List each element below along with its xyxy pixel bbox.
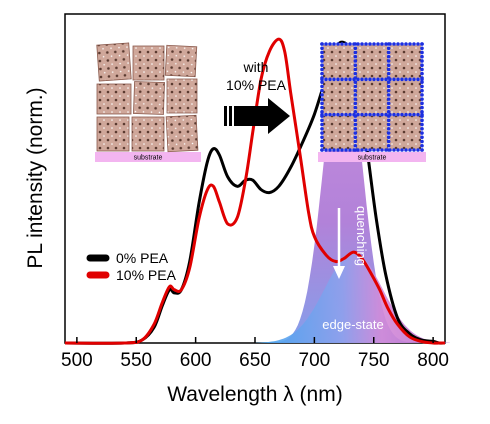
legend-label-0pea: 0% PEA bbox=[116, 250, 169, 266]
x-tick-label-750: 750 bbox=[358, 350, 390, 371]
nanocrystal-grains-left bbox=[96, 42, 199, 153]
edge-state-fill bbox=[255, 252, 450, 343]
legend-label-10pea: 10% PEA bbox=[116, 267, 177, 283]
pea-ligand-dots bbox=[320, 42, 424, 152]
x-axis-title: Wavelength λ (nm) bbox=[167, 383, 342, 406]
substrate-left bbox=[95, 152, 201, 162]
treatment-arrow: with 10% PEA bbox=[224, 59, 290, 134]
x-axis-ticks: 500 550 600 650 700 750 800 bbox=[61, 337, 449, 371]
y-axis-title: PL intensity (norm.) bbox=[24, 87, 47, 268]
legend: 0% PEA 10% PEA bbox=[86, 250, 177, 283]
quenching-label: quenching bbox=[354, 206, 369, 266]
x-tick-label-650: 650 bbox=[239, 350, 271, 371]
arrow-label-line1: with bbox=[243, 59, 269, 75]
substrate-right bbox=[318, 152, 426, 162]
x-tick-label-700: 700 bbox=[299, 350, 331, 371]
x-tick-label-600: 600 bbox=[180, 350, 212, 371]
series-line-10pea bbox=[64, 37, 445, 345]
nanocrystal-grains-right bbox=[321, 43, 423, 151]
emission-peak-fill bbox=[266, 42, 422, 343]
quenching-annotation: quenching bbox=[333, 206, 369, 279]
x-tick-label-500: 500 bbox=[61, 350, 93, 371]
edge-state-label: edge-state bbox=[322, 317, 383, 332]
x-tick-label-550: 550 bbox=[120, 350, 152, 371]
inset-schematic-before: substrate bbox=[95, 42, 201, 162]
series-line-0pea bbox=[64, 40, 446, 345]
substrate-left-label: substrate bbox=[134, 155, 163, 162]
substrate-right-label: substrate bbox=[358, 155, 387, 162]
arrow-label-line2: 10% PEA bbox=[226, 77, 287, 93]
x-tick-label-800: 800 bbox=[417, 350, 449, 371]
inset-schematic-after: substrate bbox=[318, 42, 426, 162]
